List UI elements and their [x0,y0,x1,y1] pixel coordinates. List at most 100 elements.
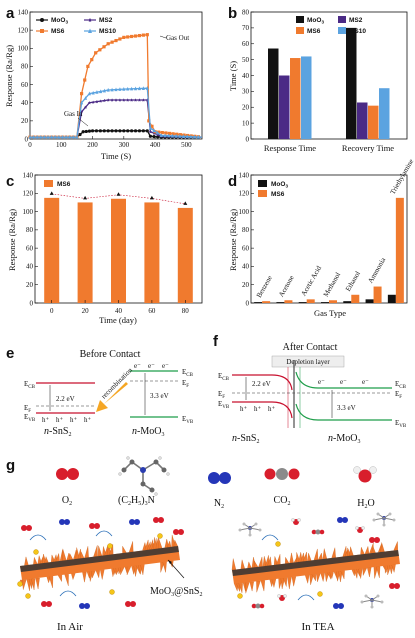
legend-label: MoO3 [307,17,324,25]
y-tick-label: 80 [26,226,34,234]
panel-a-gas-out: Gas Out [166,34,189,42]
series-marker [80,100,84,105]
series-marker [118,98,122,102]
panel-a-legend: MoO3 MS2 MS6 MS10 [36,17,116,35]
gas-label: Ethanol [344,270,362,293]
series-marker [110,98,114,102]
series-marker [114,129,118,133]
nanosheet-spike [291,576,297,587]
panel-g: g O2 [6,456,400,633]
series-marker [122,98,126,102]
rod-in-air-illustration [17,517,184,609]
series-marker [182,133,186,137]
panel-a-xlabel: Time (S) [101,151,131,161]
series-marker [148,130,152,134]
f-moo3-ecb-label: ECB [395,380,407,390]
nanosheet-spike [254,560,259,568]
trend-marker [83,195,88,200]
series-marker [114,87,118,92]
series-marker [110,40,114,44]
series-marker [90,58,94,62]
series-marker [147,119,151,123]
series-marker [83,96,88,100]
tea-bond [373,517,385,521]
h2o-particle [361,526,365,530]
y-tick-label: 60 [242,40,250,48]
y-tick-label: 50 [242,56,250,64]
series-marker [46,135,50,139]
panel-b: b 0 10 20 30 40 50 60 70 80 Response Time Recover… [228,5,408,153]
electron-particle [109,589,115,595]
x-tick-label: 40 [115,307,123,315]
electron-particle [275,541,281,547]
bar-day-40 [111,198,126,303]
series-marker [88,28,92,33]
o2-particle [153,517,159,523]
o2-particle [178,529,184,535]
y-tick-label: 20 [242,104,250,112]
o2-particle [125,601,131,607]
trend-marker [49,191,54,195]
nanosheet-spike [62,548,67,561]
series-marker [91,90,95,95]
electron-particle [237,593,243,599]
panel-d-legend: MoO3 MS6 [258,180,288,198]
panel-f-left-material: n-SnS2 [232,433,259,445]
n2-particle [129,519,135,525]
panel-a-letter: a [6,5,15,22]
moo3-ef-label: EF [182,379,189,389]
y-tick-label: 40 [26,263,34,271]
legend-label: MS6 [57,181,71,188]
series-marker [68,135,72,139]
panel-d-ylabel: Response (Ra/Rg) [228,209,238,271]
recombination-arrow [96,382,128,412]
panel-a-gas-in-arrow [77,117,89,127]
series-marker [164,131,168,135]
bar-ms2-0 [279,75,290,139]
y-tick-label: 120 [239,190,250,198]
f-carriers: h⁺ h⁺ h⁺ e⁻ e⁻ e⁻ [240,378,369,413]
series-marker [137,86,142,91]
x-tick-label: 300 [119,141,130,149]
series-marker [126,129,130,133]
category-label: Response Time [264,143,316,153]
co2-particle [319,529,325,535]
nanosheet-spike [126,566,132,576]
panel-a-gas-in: Gas In [64,110,83,118]
bar-moo3-triethylamine [387,294,396,303]
h2o-particle [297,518,301,522]
bar-ms6-1 [368,105,379,139]
series-marker [150,124,154,128]
legend-label: MS10 [349,28,366,35]
electron: e⁻ [148,362,155,370]
electron: e⁻ [134,362,141,370]
series-marker [133,129,138,133]
series-marker [175,132,179,136]
co2-molecule-icon [264,468,300,480]
tea-particle [248,533,252,537]
rod-in-tea-illustration [231,512,400,609]
nanosheet-spike [91,570,96,579]
panel-d-bars [254,197,404,303]
nanosheet-spike [84,546,89,558]
bar-day-0 [44,197,60,303]
series-marker [81,130,85,134]
series-marker [174,133,178,138]
nanosheet-spike [276,554,281,565]
series-marker [98,129,102,133]
series-marker [40,18,44,22]
tea-particle [380,600,384,604]
legend-swatch [258,180,267,187]
series-marker [145,86,149,90]
o2-particle [41,601,47,607]
nanosheet-spike [48,576,54,588]
series-marker [94,51,98,55]
n2-particle [84,603,90,609]
trend-marker [183,201,188,205]
y-tick-label: 60 [26,244,34,252]
series-marker [106,98,110,102]
tea-particle [242,522,246,526]
tea-bond [239,527,251,531]
panel-b-letter: b [228,5,237,22]
